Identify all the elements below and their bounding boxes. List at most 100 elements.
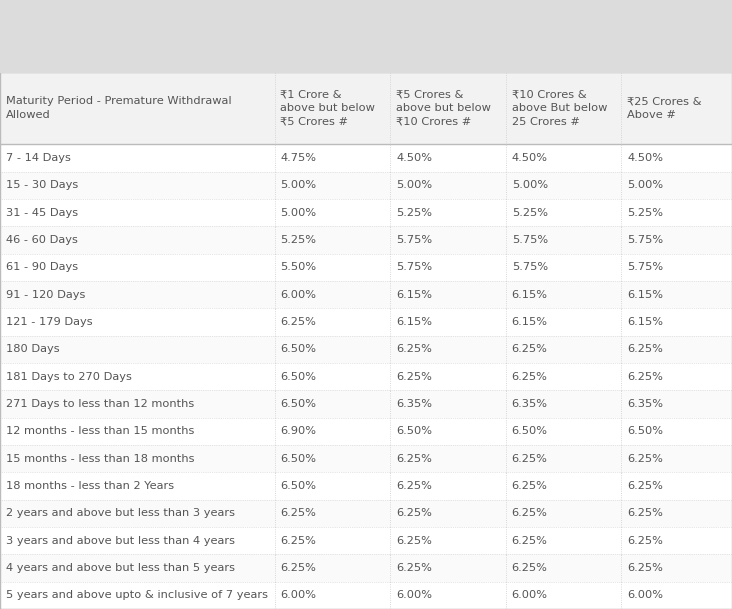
Text: 6.50%: 6.50% [627, 426, 663, 437]
Text: 15 months - less than 18 months: 15 months - less than 18 months [6, 454, 195, 463]
Bar [621, 281, 732, 308]
Text: 6.15%: 6.15% [627, 317, 663, 327]
Bar [621, 254, 732, 281]
Text: 5.75%: 5.75% [512, 262, 548, 272]
Bar [506, 254, 621, 281]
Text: 6.50%: 6.50% [280, 344, 316, 354]
Bar [274, 199, 390, 227]
Text: 6.50%: 6.50% [396, 426, 432, 437]
Bar [274, 390, 390, 418]
Bar [274, 582, 390, 609]
Bar [274, 418, 390, 445]
Bar [274, 172, 390, 199]
Bar [621, 554, 732, 582]
Bar [390, 390, 506, 418]
Bar [274, 445, 390, 473]
Bar [506, 281, 621, 308]
Text: 6.25%: 6.25% [512, 509, 548, 518]
Bar [0, 445, 274, 473]
Text: 6.25%: 6.25% [280, 536, 316, 546]
Bar [390, 144, 506, 172]
Bar [621, 336, 732, 363]
Text: 6.25%: 6.25% [512, 481, 548, 491]
Text: 6.15%: 6.15% [512, 290, 548, 300]
Text: 6.25%: 6.25% [512, 563, 548, 573]
Text: 6.25%: 6.25% [512, 454, 548, 463]
Text: 5.25%: 5.25% [627, 208, 663, 217]
Bar [621, 172, 732, 199]
Text: Interest Rates for Domestic / NRO / NRE Fixed Deposits effective from 22nd June : Interest Rates for Domestic / NRO / NRE … [7, 13, 732, 27]
Text: 5.75%: 5.75% [396, 235, 432, 245]
Bar [390, 499, 506, 527]
Text: change from time to time): change from time to time) [7, 49, 188, 63]
Bar [621, 445, 732, 473]
Bar [621, 390, 732, 418]
Bar [0, 172, 274, 199]
Bar [0, 527, 274, 554]
Bar [274, 527, 390, 554]
Text: 6.25%: 6.25% [512, 371, 548, 382]
Bar [0, 554, 274, 582]
Bar [0, 390, 274, 418]
Text: 6.25%: 6.25% [627, 371, 663, 382]
Bar [390, 336, 506, 363]
Text: ₹10 Crores &
above But below
25 Crores #: ₹10 Crores & above But below 25 Crores # [512, 90, 607, 127]
Text: 6.25%: 6.25% [512, 536, 548, 546]
Bar [274, 499, 390, 527]
Text: 5.25%: 5.25% [280, 235, 316, 245]
Text: 6.25%: 6.25% [280, 317, 316, 327]
Text: 46 - 60 Days: 46 - 60 Days [6, 235, 78, 245]
Bar [0, 473, 274, 499]
Text: ₹1 Crore &
above but below
₹5 Crores #: ₹1 Crore & above but below ₹5 Crores # [280, 90, 376, 127]
Text: 6.25%: 6.25% [280, 563, 316, 573]
Text: 5.25%: 5.25% [512, 208, 548, 217]
Text: 6.35%: 6.35% [396, 399, 432, 409]
Bar [0, 363, 274, 390]
Text: 7 - 14 Days: 7 - 14 Days [6, 153, 71, 163]
Text: 5.75%: 5.75% [512, 235, 548, 245]
Text: 6.15%: 6.15% [396, 317, 432, 327]
Bar [390, 308, 506, 336]
Bar [390, 72, 506, 144]
Text: 61 - 90 Days: 61 - 90 Days [6, 262, 78, 272]
Bar [621, 308, 732, 336]
Text: 91 - 120 Days: 91 - 120 Days [6, 290, 85, 300]
Text: 6.15%: 6.15% [627, 290, 663, 300]
Bar [621, 418, 732, 445]
Text: 6.25%: 6.25% [396, 371, 432, 382]
Text: 6.15%: 6.15% [396, 290, 432, 300]
Text: ₹25 Crores &
Above #: ₹25 Crores & Above # [627, 96, 702, 120]
Bar [0, 254, 274, 281]
Bar [390, 363, 506, 390]
Bar [390, 527, 506, 554]
Text: 4.50%: 4.50% [396, 153, 432, 163]
Bar [390, 227, 506, 254]
Text: 181 Days to 270 Days: 181 Days to 270 Days [6, 371, 132, 382]
Text: 2 years and above but less than 3 years: 2 years and above but less than 3 years [6, 509, 235, 518]
Text: 31 - 45 Days: 31 - 45 Days [6, 208, 78, 217]
Text: 12 months - less than 15 months: 12 months - less than 15 months [6, 426, 194, 437]
Bar [506, 527, 621, 554]
Bar [274, 72, 390, 144]
Text: 6.25%: 6.25% [396, 481, 432, 491]
Text: 6.50%: 6.50% [512, 426, 548, 437]
Bar [0, 199, 274, 227]
Text: 4.50%: 4.50% [627, 153, 663, 163]
Text: 6.00%: 6.00% [396, 590, 432, 600]
Text: 180 Days: 180 Days [6, 344, 59, 354]
Text: 6.25%: 6.25% [280, 509, 316, 518]
Text: 6.25%: 6.25% [627, 536, 663, 546]
Bar [274, 144, 390, 172]
Bar [506, 390, 621, 418]
Bar [621, 72, 732, 144]
Bar [0, 499, 274, 527]
Bar [274, 363, 390, 390]
Text: 6.25%: 6.25% [627, 344, 663, 354]
Bar [0, 336, 274, 363]
Bar [506, 308, 621, 336]
Bar [274, 281, 390, 308]
Bar [506, 445, 621, 473]
Text: 6.25%: 6.25% [512, 344, 548, 354]
Text: 6.25%: 6.25% [396, 509, 432, 518]
Bar [621, 527, 732, 554]
